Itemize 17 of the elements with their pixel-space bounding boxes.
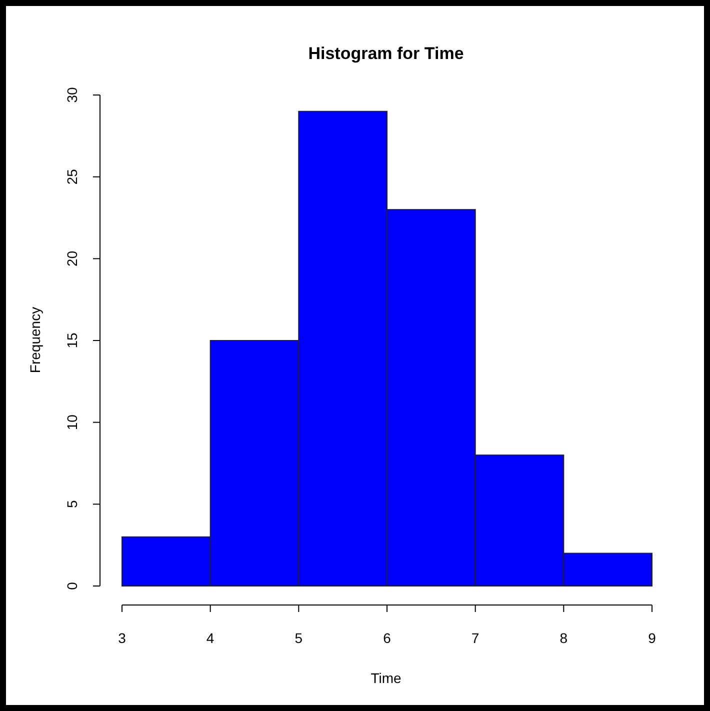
y-tick-label: 5 — [64, 500, 80, 508]
y-tick-label: 20 — [64, 250, 80, 266]
x-axis-title: Time — [370, 670, 402, 686]
x-tick-label: 5 — [294, 630, 303, 646]
x-tick-label: 7 — [471, 630, 480, 646]
x-tick-label: 8 — [560, 630, 568, 646]
y-tick-label: 0 — [64, 582, 80, 590]
x-tick-label: 4 — [206, 630, 214, 646]
x-tick-label: 6 — [383, 630, 392, 646]
y-tick-label: 30 — [64, 87, 80, 103]
y-tick-label: 15 — [64, 332, 80, 348]
chart-title: Histogram for Time — [308, 44, 464, 63]
x-tick-label: 9 — [648, 630, 656, 646]
y-axis-title: Frequency — [27, 306, 43, 374]
y-tick-label: 10 — [64, 414, 80, 430]
x-tick-label: 3 — [118, 630, 126, 646]
y-tick-label: 25 — [64, 168, 80, 185]
